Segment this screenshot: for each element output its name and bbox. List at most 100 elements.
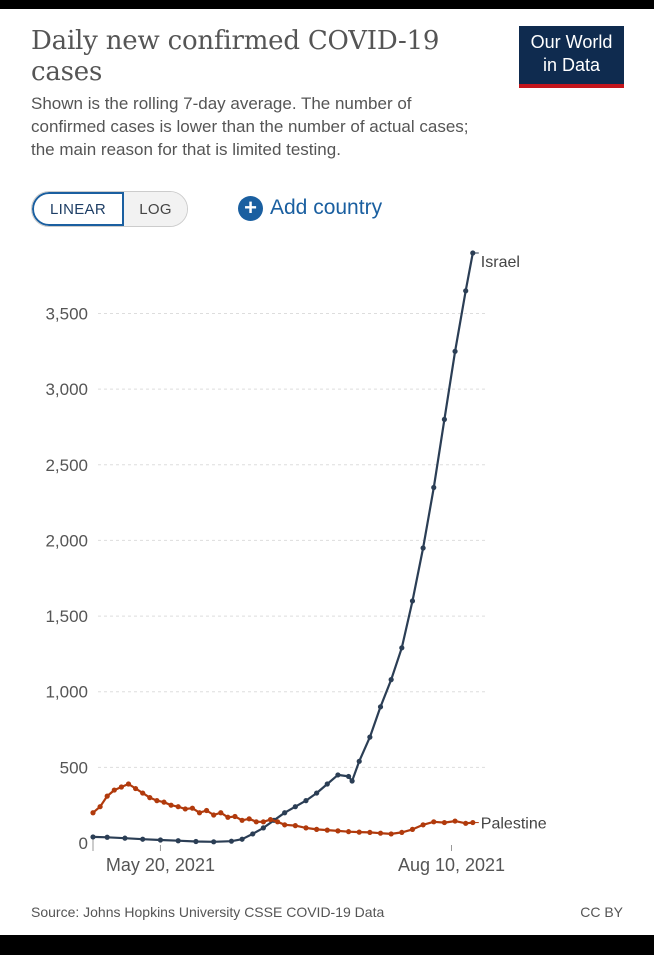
data-point-israel (260, 825, 266, 831)
series-label-palestine[interactable]: Palestine (481, 816, 547, 833)
data-point-palestine (377, 830, 384, 836)
data-point-israel (377, 704, 384, 710)
data-point-israel (193, 838, 199, 845)
data-point-israel (452, 348, 458, 354)
data-point-palestine (470, 819, 476, 826)
data-point-palestine (90, 810, 96, 816)
data-point-palestine (168, 802, 174, 808)
data-point-israel (335, 772, 341, 778)
data-point-palestine (274, 819, 281, 825)
y-tick-label: 3,000 (45, 380, 88, 399)
chart-subtitle: Shown is the rolling 7-day average. The … (31, 94, 469, 159)
logo-line-1: Our World (530, 32, 613, 52)
data-point-palestine (239, 817, 245, 823)
data-point-israel (104, 834, 110, 840)
owid-logo[interactable]: Our World in Data (519, 26, 624, 88)
data-point-israel (399, 645, 405, 651)
data-point-palestine (189, 805, 195, 811)
data-point-israel (157, 837, 164, 843)
data-point-palestine (303, 825, 309, 831)
data-point-israel (388, 677, 394, 683)
data-point-palestine (161, 799, 167, 805)
data-point-palestine (367, 829, 373, 836)
data-point-palestine (314, 826, 320, 832)
data-point-palestine (125, 781, 132, 787)
data-point-palestine (345, 829, 352, 835)
data-point-israel (90, 834, 96, 840)
data-point-israel (211, 839, 217, 845)
data-point-palestine (356, 829, 362, 835)
y-tick-label: 1,500 (45, 607, 88, 626)
series-label-israel[interactable]: Israel (481, 254, 520, 271)
data-point-palestine (399, 829, 405, 836)
data-point-israel (409, 598, 416, 604)
data-point-israel (441, 416, 448, 423)
chart-title: Daily new confirmed COVID-19 cases (31, 26, 440, 87)
grid-layer (92, 313, 487, 851)
add-country-label: Add country (270, 196, 383, 219)
data-point-palestine (452, 818, 458, 824)
data-point-palestine (388, 831, 394, 837)
y-tick-label: 1,000 (45, 683, 88, 702)
data-point-palestine (431, 819, 437, 825)
data-point-israel (175, 838, 181, 844)
add-country-button[interactable]: + Add country (238, 193, 382, 223)
data-point-palestine (335, 828, 341, 834)
data-point-palestine (211, 812, 217, 818)
data-point-israel (140, 836, 146, 842)
data-point-palestine (292, 823, 298, 829)
data-point-palestine (218, 810, 224, 816)
scale-toggle: LINEAR LOG (31, 191, 188, 227)
data-point-palestine (97, 804, 103, 810)
data-point-palestine (111, 787, 117, 793)
data-point-israel (250, 831, 256, 837)
data-point-palestine (253, 819, 259, 825)
y-tick-label: 2,000 (45, 531, 88, 550)
data-point-israel (470, 250, 476, 256)
data-point-palestine (260, 819, 266, 825)
line-chart: 0 500 1,000 1,500 2,000 2,500 3,000 3,500 May 20… (45, 250, 547, 875)
linear-scale-button[interactable]: LINEAR (32, 192, 124, 226)
data-point-israel (228, 838, 235, 844)
data-point-israel (349, 778, 355, 784)
labels-layer: 0 500 1,000 1,500 2,000 2,500 3,000 3,500 May 20… (45, 252, 547, 875)
y-tick-label: 500 (60, 758, 88, 777)
x-tick-label: Aug 10, 2021 (398, 855, 505, 875)
y-tick-label: 2,500 (45, 456, 88, 475)
data-point-israel (314, 790, 320, 796)
x-tick-label: May 20, 2021 (106, 855, 215, 875)
y-tick-label: 3,500 (45, 305, 88, 324)
data-point-palestine (232, 813, 238, 820)
data-point-palestine (420, 822, 426, 828)
series-line-palestine[interactable] (92, 782, 473, 835)
data-point-israel (367, 734, 373, 740)
data-point-israel (356, 758, 362, 764)
data-point-palestine (246, 816, 252, 822)
data-point-palestine (203, 807, 210, 814)
data-point-palestine (175, 804, 181, 810)
data-point-israel (303, 798, 309, 804)
data-point-palestine (463, 820, 469, 826)
data-point-palestine (225, 814, 231, 820)
data-point-israel (282, 810, 288, 816)
data-point-palestine (140, 790, 146, 796)
data-point-israel (420, 545, 426, 551)
log-scale-button[interactable]: LOG (124, 192, 187, 226)
data-point-palestine (267, 816, 274, 823)
data-point-israel (239, 836, 245, 842)
data-point-palestine (118, 784, 124, 790)
data-point-palestine (104, 793, 110, 799)
data-point-palestine (132, 785, 139, 792)
top-black-bar (0, 0, 654, 9)
data-point-israel (345, 773, 352, 780)
logo-line-2: in Data (542, 55, 601, 75)
data-point-palestine (147, 795, 153, 801)
bottom-black-bar (0, 935, 654, 955)
license-label[interactable]: CC BY (580, 904, 623, 920)
data-point-israel (463, 288, 469, 294)
data-point-israel (292, 804, 298, 810)
data-point-palestine (282, 822, 288, 828)
data-point-palestine (196, 810, 203, 816)
data-point-palestine (441, 819, 448, 826)
series-line-israel[interactable] (92, 252, 474, 843)
